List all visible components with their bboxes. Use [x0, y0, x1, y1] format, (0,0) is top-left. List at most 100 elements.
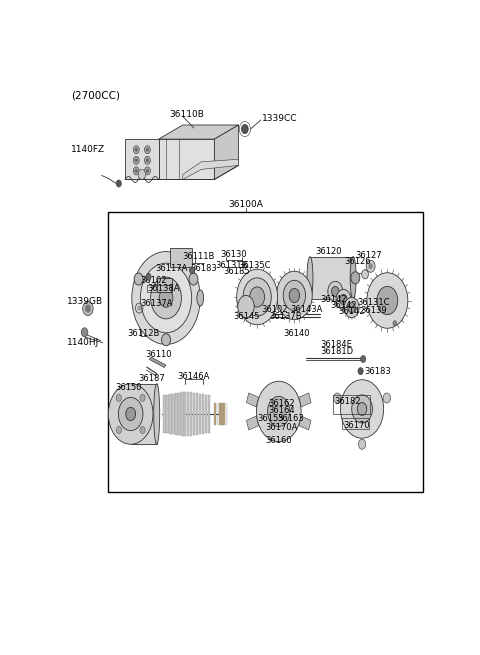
- Bar: [208, 395, 210, 433]
- Bar: [147, 286, 171, 292]
- Text: 36164: 36164: [268, 407, 295, 415]
- Ellipse shape: [307, 257, 313, 299]
- Bar: [157, 278, 172, 292]
- Bar: [167, 394, 168, 434]
- Text: 36170: 36170: [344, 421, 370, 430]
- Text: 36131C: 36131C: [358, 298, 390, 307]
- Circle shape: [138, 170, 145, 179]
- Circle shape: [144, 167, 150, 175]
- Circle shape: [362, 270, 368, 279]
- Circle shape: [393, 321, 396, 326]
- Circle shape: [134, 273, 143, 285]
- Text: 36117A: 36117A: [155, 264, 187, 273]
- Circle shape: [383, 393, 391, 403]
- Text: 36183: 36183: [364, 367, 391, 375]
- Text: 36110: 36110: [145, 350, 172, 360]
- Circle shape: [135, 169, 138, 173]
- Text: 36135C: 36135C: [239, 261, 271, 270]
- Circle shape: [146, 169, 149, 173]
- Text: 36143A: 36143A: [290, 305, 323, 314]
- Circle shape: [133, 145, 139, 154]
- Circle shape: [352, 395, 372, 423]
- Circle shape: [159, 289, 173, 307]
- Circle shape: [348, 303, 355, 312]
- Circle shape: [359, 440, 366, 449]
- Bar: [184, 392, 186, 436]
- Circle shape: [189, 273, 198, 285]
- Circle shape: [144, 157, 150, 164]
- Circle shape: [146, 147, 149, 152]
- Bar: [196, 393, 198, 435]
- Text: 36142: 36142: [321, 295, 347, 303]
- Circle shape: [116, 426, 121, 434]
- Text: 36142: 36142: [338, 307, 365, 316]
- Polygon shape: [299, 416, 311, 430]
- Bar: [131, 384, 156, 444]
- Text: 36146A: 36146A: [178, 371, 210, 381]
- Circle shape: [135, 159, 138, 162]
- Circle shape: [368, 263, 373, 269]
- Circle shape: [140, 263, 192, 333]
- Text: 36110B: 36110B: [170, 111, 204, 119]
- Text: 36160: 36160: [266, 436, 292, 445]
- Circle shape: [83, 301, 93, 316]
- Circle shape: [377, 286, 398, 314]
- Circle shape: [366, 260, 375, 272]
- Bar: [170, 248, 192, 267]
- Circle shape: [328, 282, 343, 301]
- Text: 36120: 36120: [315, 246, 341, 255]
- Bar: [216, 403, 217, 425]
- Circle shape: [334, 393, 341, 403]
- Circle shape: [132, 252, 200, 345]
- Text: 36100A: 36100A: [228, 200, 264, 209]
- Circle shape: [250, 287, 264, 307]
- Polygon shape: [125, 139, 158, 179]
- Text: 36181D: 36181D: [321, 347, 354, 356]
- Text: 36111B: 36111B: [183, 252, 215, 261]
- Text: 36102: 36102: [140, 276, 167, 285]
- Text: 36185: 36185: [224, 267, 250, 276]
- Text: 36163: 36163: [277, 413, 304, 422]
- Text: 36137A: 36137A: [140, 299, 172, 308]
- Bar: [333, 396, 370, 415]
- Text: 36162: 36162: [268, 400, 295, 409]
- Bar: [310, 257, 353, 299]
- Circle shape: [241, 124, 248, 134]
- Polygon shape: [246, 416, 259, 430]
- Circle shape: [108, 384, 153, 444]
- Polygon shape: [215, 125, 239, 179]
- Circle shape: [267, 396, 290, 426]
- Ellipse shape: [154, 384, 160, 444]
- Circle shape: [360, 356, 366, 363]
- Circle shape: [332, 286, 339, 297]
- Polygon shape: [158, 139, 215, 179]
- Circle shape: [289, 288, 300, 303]
- Text: 36142: 36142: [330, 301, 357, 310]
- Circle shape: [276, 271, 312, 320]
- Polygon shape: [149, 357, 166, 367]
- Circle shape: [133, 167, 139, 175]
- Text: 36138A: 36138A: [147, 284, 180, 293]
- Circle shape: [85, 305, 91, 312]
- Bar: [220, 403, 221, 425]
- Text: 36140: 36140: [283, 329, 310, 338]
- Text: 36137B: 36137B: [269, 312, 302, 321]
- Circle shape: [351, 272, 360, 284]
- Circle shape: [340, 380, 384, 438]
- Text: 36112B: 36112B: [127, 329, 159, 338]
- Circle shape: [243, 278, 271, 316]
- Text: 36102: 36102: [261, 305, 288, 314]
- Ellipse shape: [197, 290, 204, 306]
- Circle shape: [144, 145, 150, 154]
- Circle shape: [137, 305, 141, 310]
- Text: 36150: 36150: [115, 383, 142, 392]
- Text: 36139: 36139: [360, 306, 387, 315]
- Circle shape: [190, 267, 195, 274]
- Bar: [181, 392, 183, 436]
- Text: 36184E: 36184E: [321, 340, 352, 349]
- Ellipse shape: [350, 257, 356, 299]
- Circle shape: [151, 277, 181, 319]
- Polygon shape: [158, 125, 239, 139]
- Circle shape: [81, 328, 88, 337]
- Polygon shape: [299, 393, 311, 407]
